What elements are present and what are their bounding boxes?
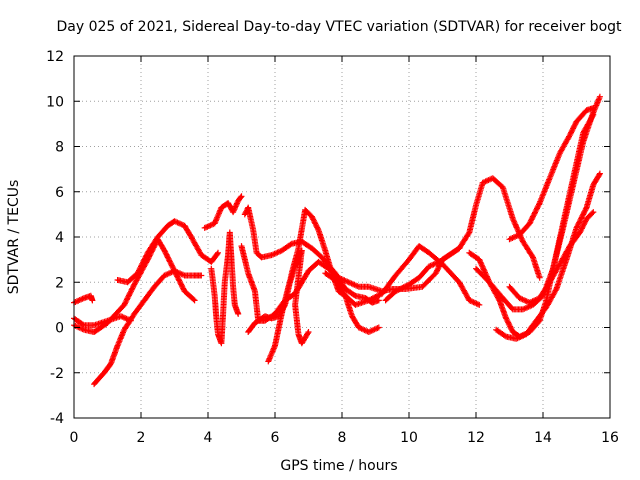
- series-sat-r: [506, 209, 597, 306]
- data-series: [71, 93, 603, 388]
- series-markers: [506, 209, 597, 306]
- x-tick-label: 12: [467, 430, 485, 446]
- y-tick-label: -4: [50, 411, 64, 427]
- x-tick-label: 8: [338, 430, 347, 446]
- chart-title: Day 025 of 2021, Sidereal Day-to-day VTE…: [56, 19, 622, 35]
- x-tick-label: 16: [601, 430, 619, 446]
- x-tick-label: 10: [400, 430, 418, 446]
- series-sat-e: [114, 218, 221, 286]
- series-sat-j: [245, 206, 382, 335]
- y-tick-label: 0: [55, 321, 64, 337]
- series-markers: [322, 243, 483, 308]
- y-tick-label: 8: [55, 140, 64, 156]
- y-tick-label: 6: [55, 185, 64, 201]
- x-tick-label: 2: [137, 430, 146, 446]
- series-markers: [245, 206, 382, 335]
- axis-ticks: 0 2 4 6 8 10 12 14 16 -4 -2 0 2 4 6 8 10 12: [46, 49, 619, 446]
- series-sat-d: [91, 267, 205, 388]
- series-sat-a: [71, 292, 96, 306]
- series-sat-k: [265, 247, 312, 365]
- y-tick-label: 10: [46, 94, 64, 110]
- series-markers: [493, 170, 603, 342]
- series-markers: [208, 229, 242, 347]
- x-tick-label: 4: [204, 430, 213, 446]
- series-sat-g: [201, 193, 245, 231]
- x-tick-label: 14: [534, 430, 552, 446]
- y-tick-label: 2: [55, 275, 64, 291]
- y-tick-label: -2: [50, 366, 64, 382]
- series-sat-p: [493, 170, 603, 342]
- x-axis-title: GPS time / hours: [280, 458, 397, 474]
- series-markers: [114, 218, 221, 286]
- series-sat-c: [71, 236, 198, 335]
- series-markers: [265, 247, 312, 365]
- y-axis-title: SDTVAR / TECUs: [6, 180, 22, 295]
- series-markers: [91, 267, 205, 388]
- series-sat-l: [322, 243, 483, 308]
- series-sat-f: [208, 229, 242, 347]
- series-markers: [201, 193, 245, 231]
- grid: [74, 56, 610, 418]
- x-tick-label: 6: [271, 430, 280, 446]
- series-sat-q: [506, 105, 597, 243]
- series-markers: [382, 175, 543, 304]
- series-sat-m: [382, 175, 543, 304]
- x-tick-label: 0: [70, 430, 79, 446]
- series-markers: [506, 105, 597, 243]
- series-markers: [71, 292, 96, 306]
- y-tick-label: 12: [46, 49, 64, 65]
- series-markers: [71, 236, 198, 335]
- y-tick-label: 4: [55, 230, 64, 246]
